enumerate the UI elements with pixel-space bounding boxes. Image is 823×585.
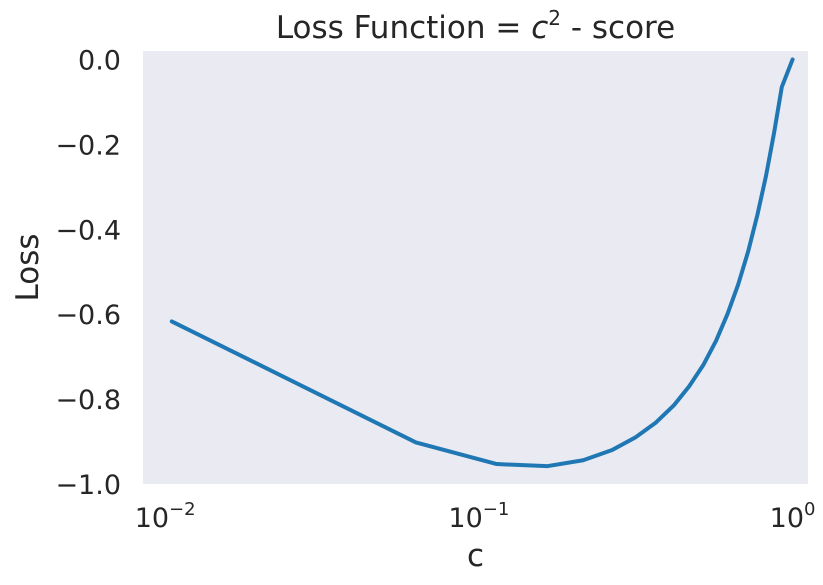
x-axis-label: c bbox=[467, 538, 484, 574]
x-tick-base: 10 bbox=[770, 503, 804, 534]
x-tick-label: 100 bbox=[770, 499, 816, 534]
y-tick-label: −0.4 bbox=[55, 215, 121, 246]
plot-area bbox=[143, 51, 808, 484]
chart-title-exponent: 2 bbox=[548, 6, 561, 30]
x-tick-base: 10 bbox=[135, 503, 169, 534]
y-tick-label: −0.2 bbox=[55, 130, 121, 161]
y-tick-label: 0.0 bbox=[78, 45, 121, 76]
x-tick-label: 10−2 bbox=[135, 499, 196, 534]
chart-title-variable: c bbox=[531, 10, 548, 46]
y-axis-ticks: 0.0 −0.2 −0.4 −0.6 −0.8 −1.0 bbox=[55, 45, 121, 501]
loss-series-line bbox=[169, 57, 795, 469]
y-tick-label: −0.8 bbox=[55, 385, 121, 416]
x-axis-ticks: 10−2 10−1 100 bbox=[135, 499, 816, 534]
x-tick-exponent: 0 bbox=[804, 499, 815, 520]
chart-title-prefix: Loss Function = bbox=[276, 10, 531, 46]
y-tick-label: −0.6 bbox=[55, 300, 121, 331]
x-tick-label: 10−1 bbox=[448, 499, 509, 534]
y-axis-label: Loss bbox=[10, 234, 46, 302]
x-tick-base: 10 bbox=[448, 503, 482, 534]
y-tick-label: −1.0 bbox=[55, 470, 121, 501]
chart-title: Loss Function = c2 - score bbox=[276, 6, 675, 46]
x-tick-exponent: −2 bbox=[169, 499, 196, 520]
chart-title-suffix: - score bbox=[561, 10, 675, 46]
x-tick-exponent: −1 bbox=[483, 499, 510, 520]
